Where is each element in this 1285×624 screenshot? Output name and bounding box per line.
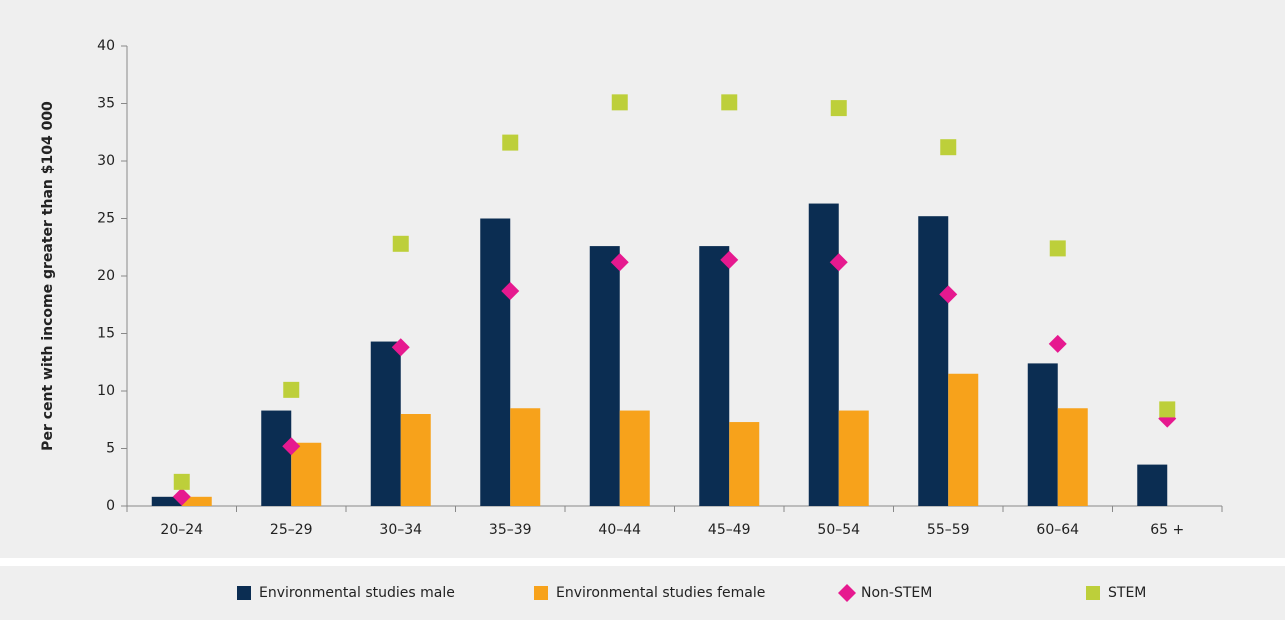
square-marker bbox=[721, 94, 738, 111]
legend-swatch bbox=[1086, 586, 1100, 600]
bar bbox=[291, 442, 322, 506]
y-tick-label: 0 bbox=[106, 498, 115, 514]
bar bbox=[181, 496, 212, 506]
y-tick-label: 35 bbox=[97, 96, 115, 112]
y-tick-label: 20 bbox=[97, 268, 115, 284]
bar bbox=[151, 496, 182, 506]
diamond-marker bbox=[829, 253, 848, 272]
y-tick-label: 10 bbox=[97, 383, 115, 399]
bar bbox=[699, 246, 730, 506]
legend-label: Environmental studies female bbox=[556, 585, 765, 601]
bar bbox=[589, 246, 620, 506]
diamond-marker bbox=[1048, 334, 1067, 353]
legend-swatch bbox=[534, 586, 548, 600]
square-marker bbox=[173, 473, 190, 490]
x-tick-label: 30–34 bbox=[379, 522, 422, 538]
diamond-marker bbox=[610, 253, 629, 272]
legend-swatch bbox=[838, 584, 856, 602]
diamond-marker bbox=[172, 487, 191, 506]
square-marker bbox=[940, 139, 957, 156]
y-axis-label: Per cent with income greater than $104 0… bbox=[40, 101, 56, 451]
bar bbox=[1057, 408, 1088, 506]
bar bbox=[510, 408, 541, 506]
square-marker bbox=[611, 94, 628, 111]
legend-panel bbox=[0, 566, 1285, 620]
bar bbox=[948, 373, 979, 506]
bar bbox=[918, 216, 949, 506]
bar bbox=[1137, 464, 1168, 506]
legend-label: STEM bbox=[1108, 585, 1146, 601]
bar bbox=[729, 422, 760, 506]
diamond-marker bbox=[939, 285, 958, 304]
x-tick-label: 60–64 bbox=[1036, 522, 1079, 538]
x-tick-label: 50–54 bbox=[817, 522, 860, 538]
square-marker bbox=[1049, 240, 1066, 257]
bar bbox=[1027, 363, 1058, 506]
x-tick-label: 35–39 bbox=[489, 522, 532, 538]
square-marker bbox=[283, 381, 300, 398]
square-marker bbox=[502, 134, 519, 151]
bar bbox=[838, 410, 869, 506]
legend-label: Non-STEM bbox=[861, 585, 932, 601]
x-tick-label: 25–29 bbox=[270, 522, 313, 538]
diamond-marker bbox=[501, 281, 520, 300]
square-marker bbox=[392, 235, 409, 252]
x-tick-label: 40–44 bbox=[598, 522, 641, 538]
y-tick-label: 25 bbox=[97, 211, 115, 227]
x-tick-label: 20–24 bbox=[160, 522, 203, 538]
diamond-marker bbox=[720, 250, 739, 269]
y-tick-label: 15 bbox=[97, 326, 115, 342]
bar bbox=[480, 218, 511, 506]
y-tick-label: 30 bbox=[97, 153, 115, 169]
bar bbox=[808, 203, 839, 507]
diamond-marker bbox=[282, 437, 301, 456]
bar bbox=[261, 410, 292, 506]
legend-label: Environmental studies male bbox=[259, 585, 455, 601]
x-tick-label: 65 + bbox=[1150, 522, 1184, 538]
legend-swatch bbox=[237, 586, 251, 600]
bar bbox=[370, 341, 401, 506]
y-tick-label: 5 bbox=[106, 441, 115, 457]
x-tick-label: 55–59 bbox=[927, 522, 970, 538]
bar bbox=[400, 414, 431, 506]
square-marker bbox=[1159, 401, 1176, 418]
square-marker bbox=[830, 100, 847, 117]
bar bbox=[619, 410, 650, 506]
diamond-marker bbox=[391, 338, 410, 357]
y-tick-label: 40 bbox=[97, 38, 115, 54]
x-tick-label: 45–49 bbox=[708, 522, 751, 538]
